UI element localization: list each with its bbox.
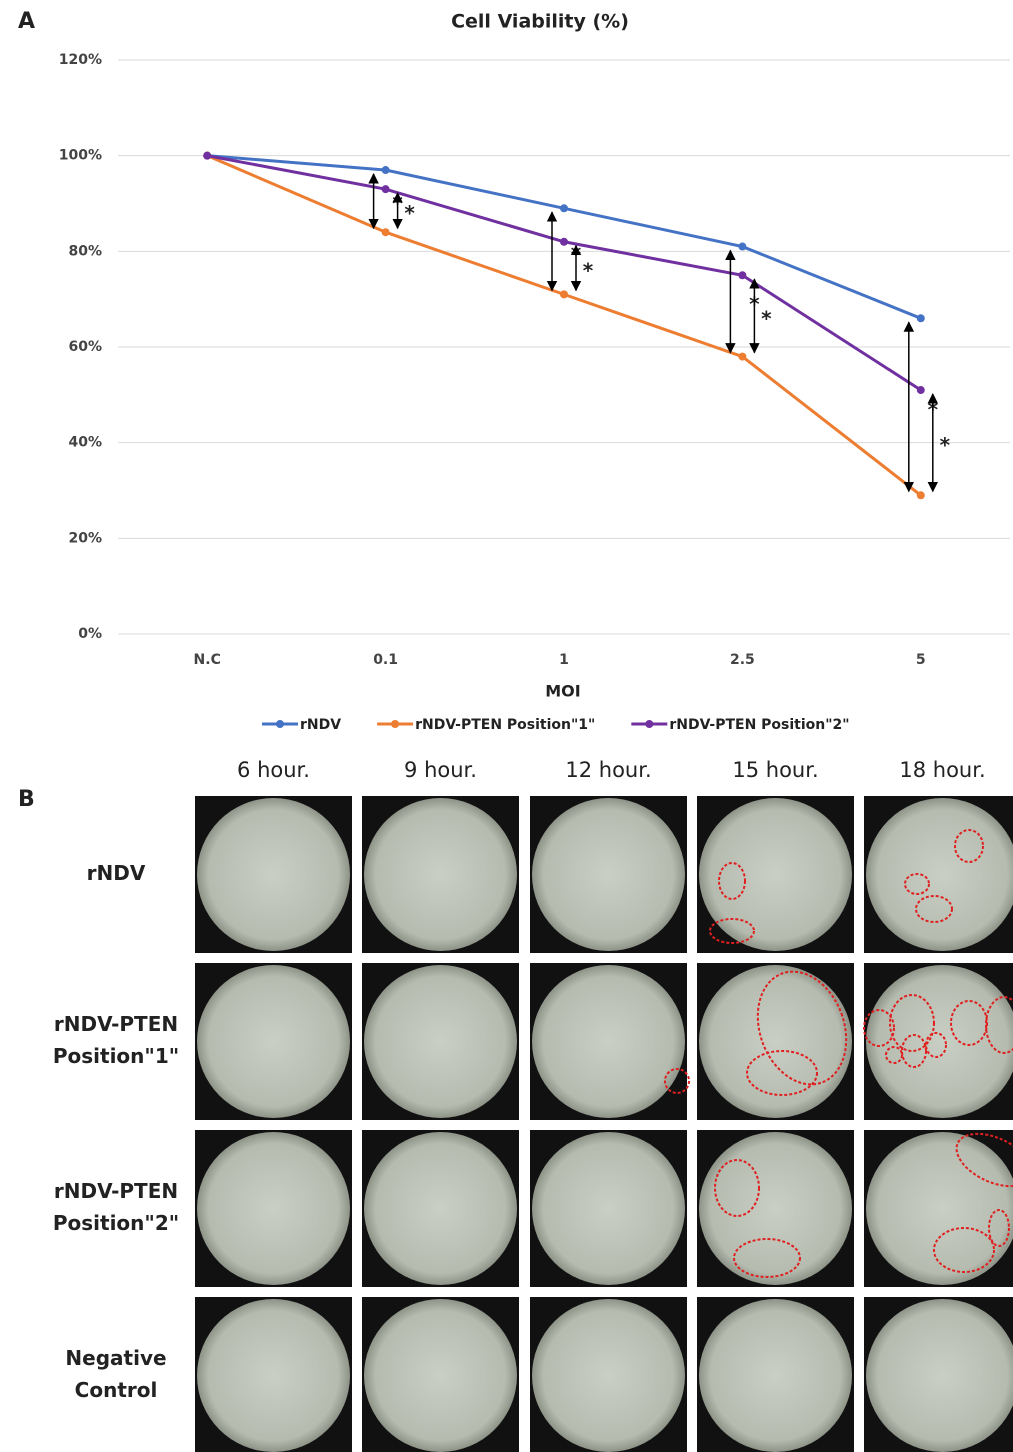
y-tick-label: 100%: [59, 148, 102, 164]
x-tick-label: 2.5: [730, 652, 755, 668]
point: [917, 386, 925, 394]
annotation: *: [761, 306, 772, 330]
micrograph: [197, 965, 350, 1118]
y-tick-label: 60%: [68, 339, 102, 355]
x-tick-label: 1: [559, 652, 569, 668]
row-label: Position"2": [53, 1211, 179, 1235]
legend-marker: [391, 720, 399, 728]
x-tick-label: 5: [916, 652, 926, 668]
column-header: 9 hour.: [404, 758, 477, 782]
column-header: 6 hour.: [237, 758, 310, 782]
micrograph: [532, 1132, 685, 1285]
column-header: 18 hour.: [899, 758, 985, 782]
micrograph: [699, 1299, 852, 1452]
row-label: rNDV: [87, 861, 146, 885]
row-label: Control: [75, 1378, 158, 1402]
micrograph: [866, 1132, 1013, 1285]
point: [917, 314, 925, 322]
legend-marker: [276, 720, 284, 728]
row-label: rNDV-PTEN: [54, 1012, 178, 1036]
micrograph: [866, 1299, 1013, 1452]
row-label: Negative: [65, 1346, 166, 1370]
panel-label: A: [18, 9, 35, 34]
x-axis-label: MOI: [545, 682, 580, 701]
point: [382, 228, 390, 236]
y-tick-label: 80%: [68, 243, 102, 259]
micrograph: [197, 1132, 350, 1285]
point: [560, 290, 568, 298]
point: [738, 353, 746, 361]
point: [917, 491, 925, 499]
point: [560, 204, 568, 212]
y-tick-label: 120%: [59, 52, 102, 68]
micrograph: [699, 798, 852, 951]
legend-label: rNDV-PTEN Position"1": [415, 717, 595, 733]
point: [560, 238, 568, 246]
row-label: rNDV-PTEN: [54, 1179, 178, 1203]
point: [738, 271, 746, 279]
micrograph: [532, 798, 685, 951]
micrograph: [364, 798, 517, 951]
x-tick-label: N.C: [194, 652, 221, 668]
point: [382, 185, 390, 193]
micrograph: [364, 1132, 517, 1285]
micrograph: [532, 965, 685, 1118]
y-tick-label: 40%: [68, 435, 102, 451]
point: [203, 152, 211, 160]
point: [382, 166, 390, 174]
page: A B Cell Viability (%) MOI 0% 20% 40% 60% 80…: [0, 0, 1013, 1452]
column-header: 12 hour.: [565, 758, 651, 782]
column-header: 15 hour.: [732, 758, 818, 782]
legend-label: rNDV-PTEN Position"2": [669, 717, 849, 733]
micrograph: [364, 1299, 517, 1452]
x-tick-label: 0.1: [373, 652, 398, 668]
legend-label: rNDV: [300, 717, 341, 733]
figure: A B Cell Viability (%) MOI 0% 20% 40% 60% 80…: [0, 0, 1013, 1452]
chart-title: Cell Viability (%): [451, 11, 629, 33]
row-label: Position"1": [53, 1044, 179, 1068]
micrograph: [197, 1299, 350, 1452]
panel-label: B: [18, 787, 35, 812]
micrograph: [197, 798, 350, 951]
annotation: *: [404, 201, 415, 225]
y-tick-label: 0%: [78, 626, 102, 642]
series-line: [207, 156, 921, 390]
micrograph: [866, 798, 1013, 951]
point: [738, 243, 746, 251]
micrograph: [532, 1299, 685, 1452]
legend-marker: [645, 720, 653, 728]
annotation: *: [940, 433, 951, 457]
y-tick-label: 20%: [68, 530, 102, 546]
annotation: *: [583, 259, 594, 283]
micrograph: [364, 965, 517, 1118]
